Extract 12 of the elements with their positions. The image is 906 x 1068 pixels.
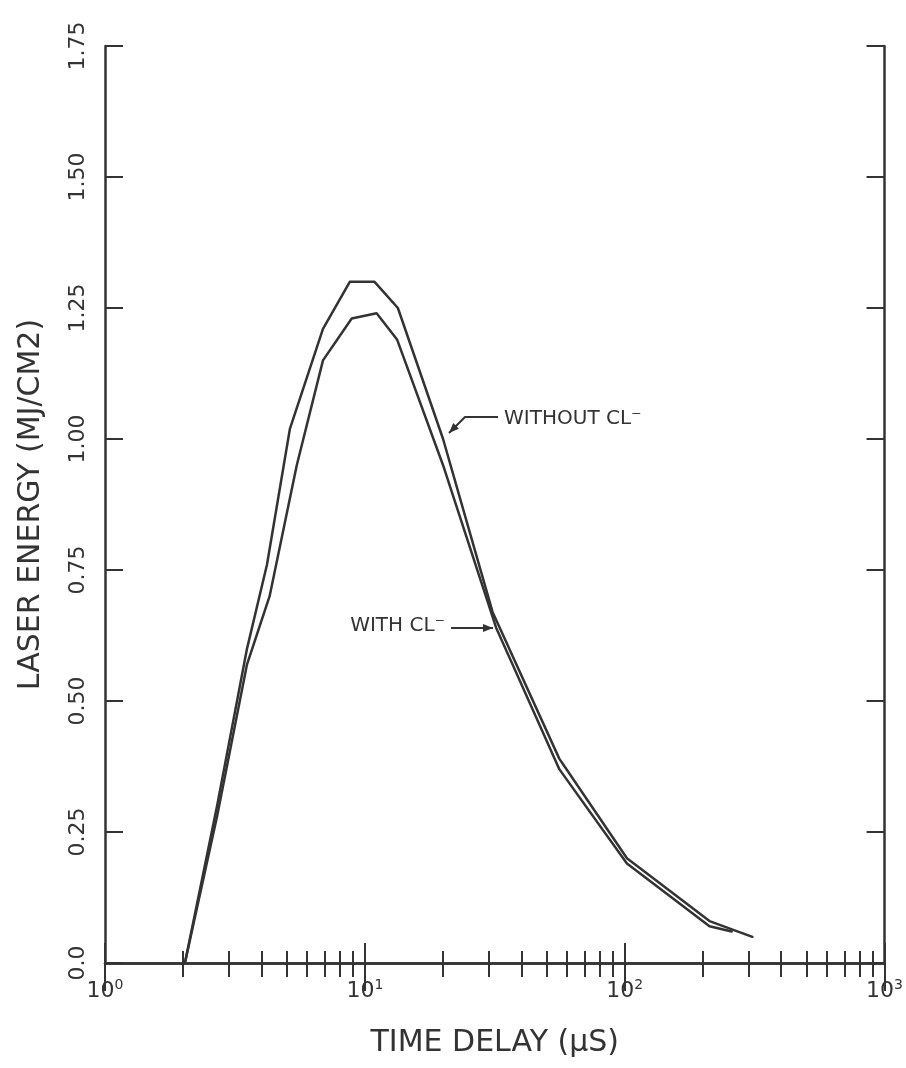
y-tick-label: 1.25 — [63, 283, 89, 333]
y-tick-label: 0.50 — [63, 676, 89, 726]
y-tick-label: 0.0 — [63, 945, 89, 981]
x-axis-title: TIME DELAY (μS) — [369, 1022, 620, 1058]
y-axis-title: LASER ENERGY (MJ/CM2) — [10, 318, 46, 691]
legend-label: WITHOUT CL⁻ — [504, 405, 642, 429]
y-tick-label: 0.25 — [63, 807, 89, 857]
text: WITH CL⁻ — [350, 611, 446, 636]
y-tick-label: 1.50 — [63, 152, 89, 202]
y-tick-label: 1.00 — [63, 414, 89, 464]
y-tick-label: 0.75 — [63, 545, 89, 595]
y-tick-label: 1.75 — [63, 21, 89, 71]
